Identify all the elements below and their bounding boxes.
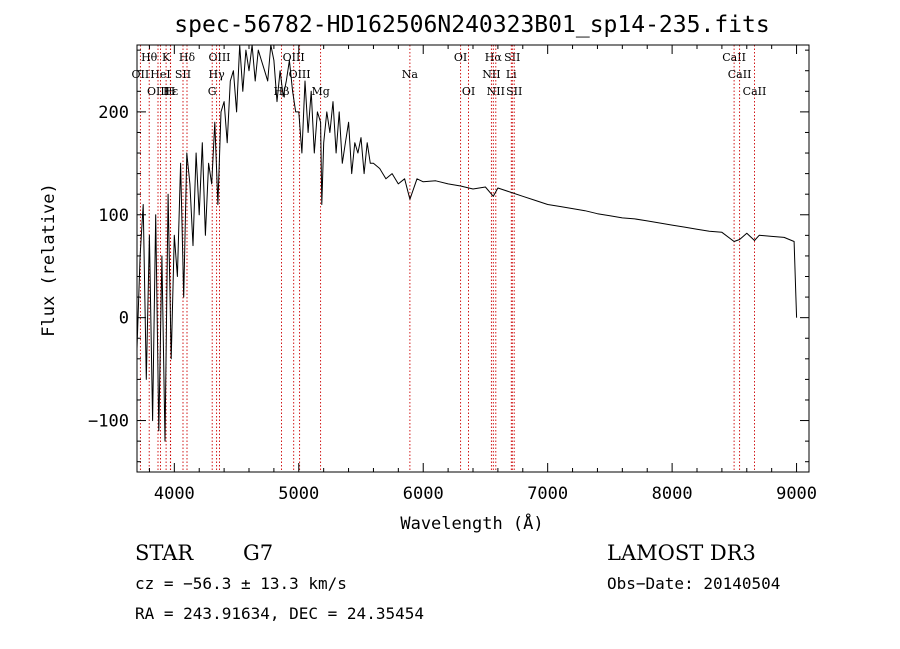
redshift-readout: cz = −56.3 ± 13.3 km/s bbox=[135, 574, 347, 593]
x-tick-label: 6000 bbox=[403, 484, 444, 504]
spectral-line-label: OIII bbox=[208, 51, 230, 64]
spectrum-line bbox=[136, 44, 798, 442]
spectral-line-label: CaII bbox=[743, 85, 767, 98]
spectral-line-label: Mg bbox=[311, 85, 329, 98]
y-tick-label: 200 bbox=[98, 103, 129, 123]
spectral-line-label: OII bbox=[132, 68, 150, 81]
spectral-line-label: OI bbox=[454, 51, 467, 64]
spectral-line-label: Li bbox=[506, 68, 517, 81]
spectral-line-label: CaII bbox=[728, 68, 752, 81]
spectral-line-label: SII bbox=[175, 68, 191, 81]
spectral-line-label: Na bbox=[402, 68, 419, 81]
x-tick-label: 8000 bbox=[652, 484, 693, 504]
x-axis-label: Wavelength (Å) bbox=[400, 512, 543, 534]
plot-frame bbox=[136, 44, 810, 473]
spectral-line-label: K bbox=[162, 51, 171, 64]
object-type: STAR bbox=[135, 541, 194, 565]
y-tick-label: 0 bbox=[119, 309, 129, 329]
spectral-line-label: H bbox=[166, 85, 176, 98]
spectrum-series bbox=[136, 44, 798, 442]
object-subclass: G7 bbox=[243, 541, 273, 565]
x-axis-ticks: 4000 5000 6000 7000 8000 9000 bbox=[148, 45, 817, 504]
spectral-line-label: Hδ bbox=[179, 51, 196, 64]
spectral-line-label: NII bbox=[482, 68, 500, 81]
survey-name: LAMOST DR3 bbox=[607, 541, 756, 565]
chart-title: spec-56782-HD162506N240323B01_sp14-235.f… bbox=[174, 12, 769, 38]
spectral-line-label: OIII bbox=[147, 85, 169, 98]
spectral-line-label: SII bbox=[504, 51, 520, 64]
spectral-line-label: OIII bbox=[289, 68, 311, 81]
spectral-line-label: HeI bbox=[150, 68, 170, 81]
spectral-line-label: CaII bbox=[722, 51, 746, 64]
observation-date: Obs−Date: 20140504 bbox=[607, 574, 780, 593]
spectral-line-label: Hγ bbox=[209, 68, 226, 81]
spectral-line-label: Hα bbox=[485, 51, 503, 64]
y-tick-label: −100 bbox=[88, 412, 129, 432]
y-axis-ticks: −100 0 100 200 bbox=[88, 49, 809, 463]
x-tick-label: 9000 bbox=[776, 484, 817, 504]
spectral-line-label: SII bbox=[506, 85, 522, 98]
x-tick-label: 5000 bbox=[278, 484, 319, 504]
spectral-line-label: OIII bbox=[283, 51, 305, 64]
spectral-line-label: Hθ bbox=[141, 51, 158, 64]
x-tick-label: 4000 bbox=[154, 484, 195, 504]
spectral-line-label: OI bbox=[462, 85, 475, 98]
spectral-line-label: G bbox=[208, 85, 217, 98]
spectral-line-label: NII bbox=[487, 85, 505, 98]
coordinates-readout: RA = 243.91634, DEC = 24.35454 bbox=[135, 604, 424, 623]
x-tick-label: 7000 bbox=[527, 484, 568, 504]
y-tick-label: 100 bbox=[98, 206, 129, 226]
y-axis-label: Flux (relative) bbox=[39, 183, 59, 337]
